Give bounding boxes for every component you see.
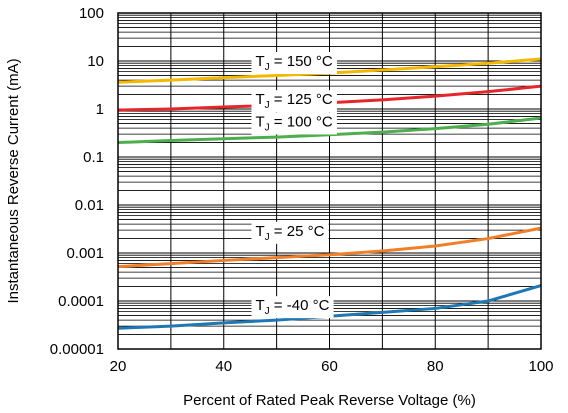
x-tick-label: 60: [321, 358, 338, 375]
plot-frame: [117, 12, 542, 350]
series-annotation: TJ = 150 °C: [251, 52, 337, 74]
series-annotation: TJ = 25 °C: [251, 221, 329, 244]
x-tick-label: 40: [215, 358, 232, 375]
annotation-background: [251, 90, 337, 113]
y-tick-label: 0.0001: [58, 293, 104, 310]
y-tick-label: 0.01: [75, 197, 104, 214]
annotation-background: [251, 112, 337, 135]
series-line: [117, 226, 542, 269]
annotation-value: = 150 °C: [270, 53, 333, 70]
annotation-value: = 25 °C: [270, 223, 325, 240]
y-tick-label: 0.00001: [50, 341, 104, 358]
annotation-background: [251, 296, 334, 319]
annotation-prefix: T: [255, 113, 264, 130]
y-tick-label: 100: [79, 5, 104, 22]
y-tick-label: 10: [87, 53, 104, 70]
x-axis-title: Percent of Rated Peak Reverse Voltage (%…: [183, 392, 476, 409]
x-tick-label: 80: [427, 358, 444, 375]
annotation-subscript: J: [265, 232, 270, 243]
annotation-prefix: T: [255, 297, 264, 314]
y-axis-tick-labels: 0.00001 0.0001 0.001 0.01 0.1 1 10 100: [50, 5, 104, 358]
annotation-subscript: J: [265, 306, 270, 317]
annotation-text: TJ = 125 °C: [255, 91, 332, 111]
x-tick-label: 100: [528, 358, 553, 375]
series-annotation: TJ = 100 °C: [251, 112, 337, 135]
annotation-background: [251, 52, 337, 74]
y-tick-label: 0.001: [66, 245, 104, 262]
annotation-prefix: T: [255, 53, 264, 70]
annotation-prefix: T: [255, 223, 264, 240]
series-annotations: TJ = 150 °CTJ = 125 °CTJ = 100 °CTJ = 25…: [251, 52, 337, 319]
annotation-text: TJ = 150 °C: [255, 53, 332, 73]
annotation-background: [251, 221, 329, 244]
series-annotation: TJ = -40 °C: [251, 296, 334, 319]
x-axis-tick-labels: 20 40 60 80 100: [110, 358, 554, 375]
series-line: [117, 116, 542, 145]
annotation-text: TJ = -40 °C: [255, 297, 329, 317]
annotation-subscript: J: [265, 62, 270, 73]
y-axis-title: Instantaneous Reverse Current (mA): [5, 58, 22, 303]
annotation-text: TJ = 25 °C: [255, 223, 324, 243]
y-tick-label: 1: [96, 101, 104, 118]
annotation-value: = 100 °C: [270, 113, 333, 130]
annotation-prefix: T: [255, 91, 264, 108]
y-tick-label: 0.1: [83, 149, 104, 166]
annotation-value: = 125 °C: [270, 91, 333, 108]
series-annotation: TJ = 125 °C: [251, 90, 337, 113]
annotation-subscript: J: [265, 100, 270, 111]
annotation-value: = -40 °C: [270, 297, 330, 314]
annotation-text: TJ = 100 °C: [255, 113, 332, 133]
annotation-subscript: J: [265, 122, 270, 133]
x-tick-label: 20: [110, 358, 127, 375]
